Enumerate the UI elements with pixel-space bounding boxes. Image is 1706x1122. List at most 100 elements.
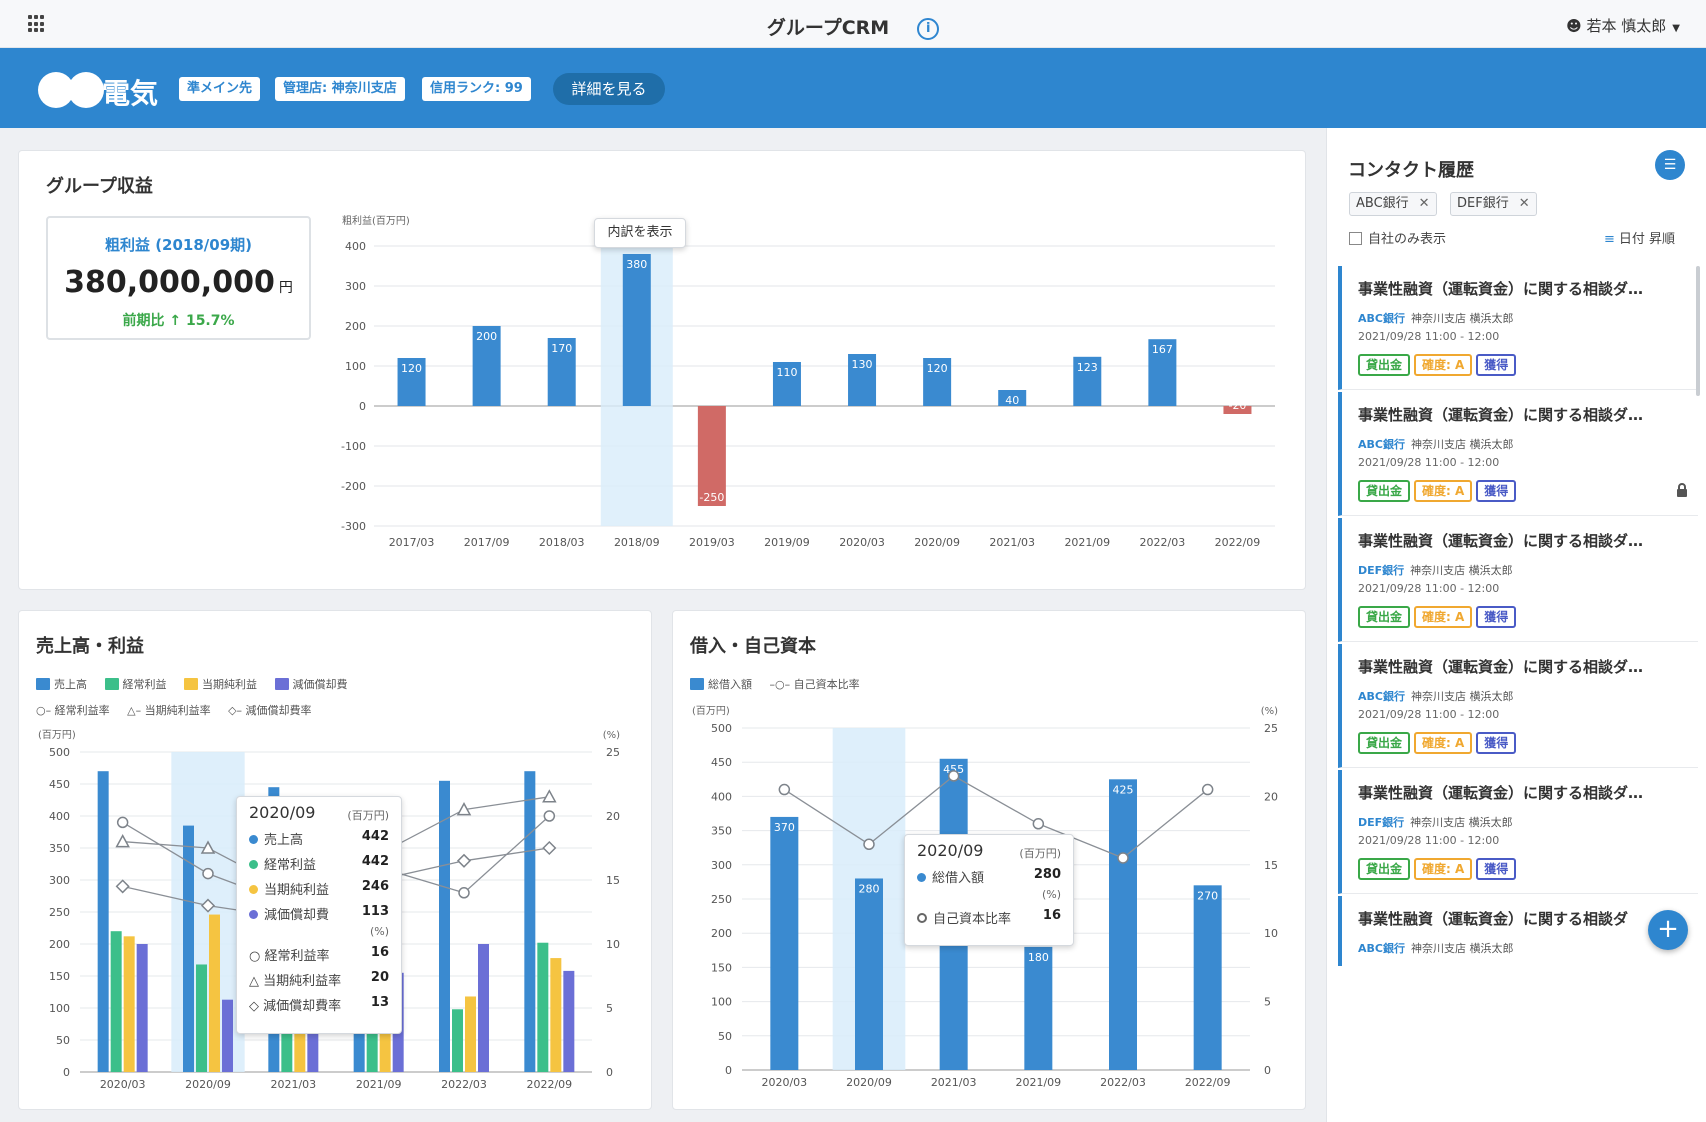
contact-item[interactable]: 事業性融資（運転資金）に関する相談ダ ABC銀行 神奈川支店 横浜太郎	[1338, 896, 1698, 966]
badge-acquired: 獲得	[1476, 858, 1517, 880]
y2-tick-label: 20	[1264, 790, 1278, 803]
line-point	[778, 783, 791, 796]
line-point	[1201, 783, 1214, 796]
tooltip-row: 総借入額 280	[905, 863, 1073, 888]
y-tick-label: 0	[359, 400, 366, 413]
contact-item[interactable]: 事業性融資（運転資金）に関する相談ダ… ABC銀行 神奈川支店 横浜太郎 2021…	[1338, 266, 1698, 390]
x-tick-label: 2020/03	[839, 536, 885, 549]
badge-acquired: 獲得	[1476, 606, 1517, 628]
legend-item[interactable]: –○– 自己資本比率	[770, 676, 860, 692]
borrowing-tooltip: 2020/09 (百万円) 総借入額 280 (%) 自己資本比率 16	[904, 834, 1074, 946]
data-label: 120	[401, 362, 422, 375]
legend-swatch	[36, 678, 50, 690]
user-menu[interactable]: ☻ 若本 慎太郎 ▼	[1566, 15, 1680, 36]
tooltip-header: 2020/09 (百万円)	[237, 797, 401, 825]
contacts-title: コンタクト履歴	[1348, 160, 1474, 181]
line-point	[543, 810, 556, 822]
legend-item[interactable]: 総借入額	[690, 676, 752, 692]
own-only-checkbox[interactable]: 自社のみ表示	[1349, 228, 1446, 247]
data-label: 425	[1113, 783, 1134, 796]
contact-item[interactable]: 事業性融資（運転資金）に関する相談ダ… DEF銀行 神奈川支店 横浜太郎 2021…	[1338, 518, 1698, 642]
tooltip-date: 2020/09	[249, 803, 316, 822]
borrowing-chart[interactable]: (百万円) (%)50045040035030025020015010050025…	[690, 702, 1290, 1098]
y-tick-label: 150	[711, 961, 732, 974]
contact-badges: 貸出金 確度: A 獲得	[1358, 354, 1520, 376]
contact-bank: DEF銀行 神奈川支店 横浜太郎	[1358, 814, 1513, 830]
legend-item[interactable]: 当期純利益	[184, 676, 257, 692]
tooltip-row: 経常利益 442	[237, 850, 401, 875]
badge-acquired: 獲得	[1476, 354, 1517, 376]
checkbox-icon[interactable]	[1349, 232, 1362, 245]
filter-chip[interactable]: ABC銀行 ✕	[1349, 192, 1437, 216]
sales-profit-tooltip: 2020/09 (百万円) 売上高 442 経常利益 442 当期純利益 246 減価償…	[236, 796, 402, 1034]
bar	[1073, 356, 1102, 406]
y-tick-label: 200	[49, 938, 70, 951]
y-tick-label: -100	[341, 440, 366, 453]
x-tick-label: 2018/09	[614, 536, 660, 549]
y-tick-label: 50	[56, 1034, 70, 1047]
bar	[1223, 406, 1252, 414]
y2-tick-label: 10	[1264, 927, 1278, 940]
add-contact-button[interactable]: +	[1648, 910, 1688, 950]
contact-badges: 貸出金 確度: A 獲得	[1358, 606, 1520, 628]
contact-item[interactable]: 事業性融資（運転資金）に関する相談ダ… DEF銀行 神奈川支店 横浜太郎 2021…	[1338, 770, 1698, 894]
tooltip-value: 442	[361, 829, 389, 844]
y2-tick-label: 0	[606, 1066, 613, 1079]
legend-item[interactable]: 経常利益	[104, 676, 167, 692]
legend-label: 総借入額	[708, 678, 752, 691]
badge-acquired: 獲得	[1476, 732, 1517, 754]
filter-chip[interactable]: DEF銀行 ✕	[1450, 192, 1537, 216]
tooltip-label-text: 経常利益	[264, 858, 317, 873]
apps-grid-icon[interactable]	[28, 15, 46, 33]
gross-profit-chart[interactable]: 粗利益(百万円) 400 300 200 100 0 -100 -200 -300 120 2017…	[340, 210, 1290, 555]
legend-item[interactable]: ◇– 減価償却費率	[228, 702, 311, 718]
circle-marker-icon: –○–	[769, 678, 791, 691]
y2-axis-label: (%)	[1261, 706, 1278, 717]
legend-item[interactable]: ○– 経常利益率	[36, 702, 110, 718]
filter-settings-icon[interactable]: ☰	[1655, 150, 1685, 180]
contact-bank-name: ABC銀行	[1358, 942, 1405, 955]
top-bar: グループCRM i ☻ 若本 慎太郎 ▼	[0, 0, 1706, 48]
x-tick-label: 2019/09	[764, 536, 810, 549]
chip-label: ABC銀行	[1356, 196, 1409, 211]
line-point	[116, 816, 129, 829]
tooltip-row-label: ◇ 減価償却費率	[249, 995, 341, 1014]
contacts-scrollbar[interactable]	[1696, 266, 1700, 396]
legend-label: 当期純利益	[202, 678, 257, 691]
contact-title: 事業性融資（運転資金）に関する相談ダ…	[1358, 532, 1644, 550]
y2-tick-label: 10	[606, 938, 620, 951]
close-icon[interactable]: ✕	[1518, 196, 1530, 211]
legend-item[interactable]: 売上高	[36, 676, 87, 692]
data-label: 123	[1077, 361, 1098, 374]
contact-item[interactable]: 事業性融資（運転資金）に関する相談ダ… ABC銀行 神奈川支店 横浜太郎 2021…	[1338, 392, 1698, 516]
bar	[183, 825, 194, 1072]
contact-branch: 神奈川支店 横浜太郎	[1410, 564, 1513, 577]
tooltip-row-label: △ 当期純利益率	[249, 970, 341, 989]
detail-button[interactable]: 詳細を見る	[553, 73, 665, 105]
diamond-marker-icon: ◇	[249, 999, 259, 1014]
contact-item[interactable]: 事業性融資（運転資金）に関する相談ダ… ABC銀行 神奈川支店 横浜太郎 2021…	[1338, 644, 1698, 768]
data-label: 120	[927, 362, 948, 375]
tooltip-value: 113	[361, 904, 389, 919]
breakdown-tooltip[interactable]: 内訳を表示	[594, 218, 686, 248]
company-tag: 管理店: 神奈川支店	[275, 77, 405, 101]
close-icon[interactable]: ✕	[1418, 196, 1430, 211]
badge-loan: 貸出金	[1358, 354, 1411, 376]
tooltip-label-text: 当期純利益	[264, 883, 330, 898]
app-title-text: グループCRM	[766, 17, 890, 39]
tooltip-row-label: 売上高	[249, 829, 303, 848]
user-name: 若本 慎太郎	[1586, 17, 1667, 35]
data-label: 380	[626, 258, 647, 271]
bullet-icon	[249, 860, 258, 869]
sort-toggle[interactable]: ≡ 日付 昇順	[1604, 228, 1675, 247]
line-point	[1117, 852, 1129, 864]
borrowing-legend: 総借入額 –○– 自己資本比率	[690, 676, 874, 692]
legend-item[interactable]: △– 当期純利益率	[127, 702, 210, 718]
bar	[452, 1009, 463, 1072]
tooltip-row-label: 減価償却費	[249, 904, 329, 923]
contact-badges: 貸出金 確度: A 獲得	[1358, 732, 1520, 754]
data-label: 200	[476, 330, 497, 343]
badge-loan: 貸出金	[1358, 480, 1411, 502]
info-icon[interactable]: i	[917, 18, 940, 40]
legend-item[interactable]: 減価償却費	[274, 676, 348, 692]
